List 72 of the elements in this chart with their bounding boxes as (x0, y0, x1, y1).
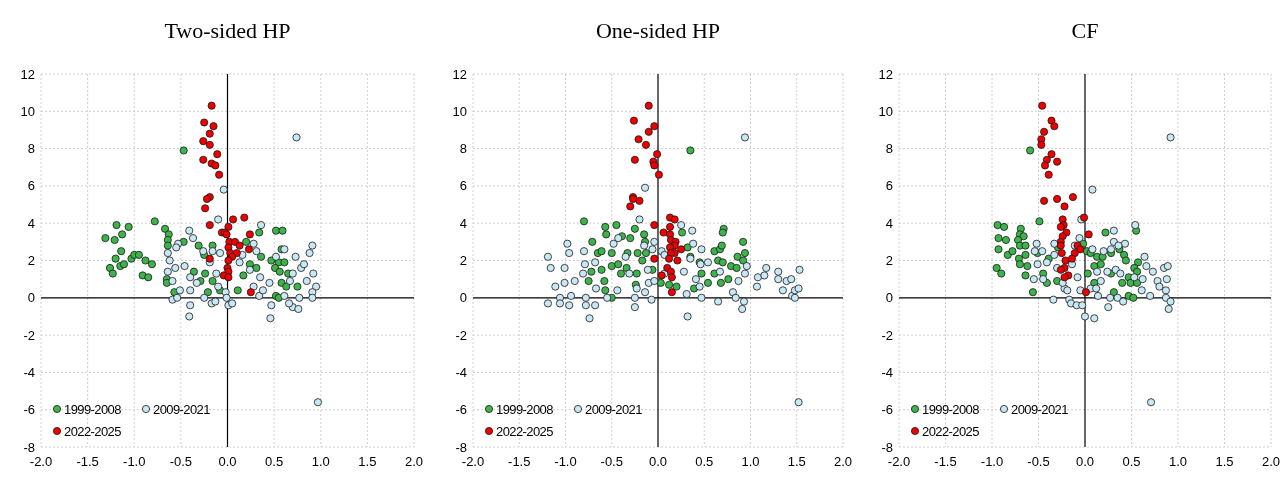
y-tick-label: -8 (455, 439, 467, 455)
y-tick-label: 12 (20, 66, 35, 82)
x-tick-label: -0.5 (169, 454, 193, 469)
x-tick-label: -2.0 (461, 454, 485, 469)
y-tick-label: 6 (885, 178, 893, 194)
x-tick-label: 1.0 (311, 454, 330, 469)
x-tick-label: 2.0 (1261, 454, 1281, 469)
legend-label: 1999-2008 (496, 401, 554, 417)
x-tick-label: 0.5 (695, 454, 714, 469)
x-tick-label: 1.5 (1215, 454, 1234, 469)
y-tick-label: -4 (23, 364, 35, 380)
y-tick-label: 0 (459, 290, 467, 306)
x-tick-label: 1.5 (787, 454, 806, 469)
y-tick-label: -2 (881, 327, 893, 343)
x-tick-label: 1.0 (1168, 454, 1188, 469)
y-tick-label: 4 (459, 215, 467, 231)
x-tick-label: -1.5 (934, 454, 957, 469)
y-tick-label: 8 (885, 141, 893, 157)
y-tick-label: 6 (27, 178, 35, 194)
y-tick-label: 4 (885, 215, 893, 231)
y-tick-label: -4 (881, 364, 893, 380)
x-tick-label: 0.5 (265, 454, 284, 469)
x-tick-label: 0.0 (1075, 454, 1095, 469)
chart-title: One-sided HP (595, 18, 721, 43)
y-tick-label: -2 (455, 327, 467, 343)
legend-label: 2022-2025 (922, 423, 980, 439)
x-tick-label: -1.0 (123, 454, 146, 469)
x-tick-label: -1.5 (508, 454, 531, 469)
y-tick-label: -6 (455, 402, 467, 418)
x-tick-label: -2.0 (887, 454, 911, 469)
y-tick-label: 2 (459, 253, 467, 269)
x-tick-label: 1.0 (741, 454, 760, 469)
y-tick-label: -4 (455, 364, 467, 380)
x-tick-label: -1.0 (980, 454, 1004, 469)
y-tick-label: -6 (23, 402, 35, 418)
y-tick-label: 2 (27, 253, 35, 269)
y-tick-label: 4 (27, 215, 35, 231)
y-tick-label: 8 (459, 141, 467, 157)
x-tick-label: -0.5 (600, 454, 623, 469)
chart-title: CF (1071, 18, 1099, 43)
x-tick-label: 2.0 (833, 454, 853, 469)
x-tick-label: 0.5 (1122, 454, 1141, 469)
y-tick-label: 10 (452, 103, 467, 119)
y-tick-label: -6 (881, 402, 893, 418)
y-tick-label: -8 (23, 439, 35, 455)
chart-title: Two-sided HP (164, 18, 291, 43)
y-tick-label: 6 (459, 178, 467, 194)
y-tick-label: 12 (452, 66, 467, 82)
x-tick-label: -0.5 (1027, 454, 1050, 469)
x-tick-label: 2.0 (404, 454, 424, 469)
x-tick-label: -1.0 (554, 454, 577, 469)
legend-label: 2022-2025 (496, 423, 554, 439)
y-tick-label: 10 (878, 103, 893, 119)
x-tick-label: 1.5 (358, 454, 377, 469)
x-tick-label: 0.0 (218, 454, 237, 469)
y-tick-label: 12 (878, 66, 893, 82)
y-tick-label: -2 (23, 327, 35, 343)
x-tick-label: -1.5 (76, 454, 99, 469)
y-tick-label: 0 (27, 290, 35, 306)
legend-label: 2022-2025 (64, 423, 122, 439)
legend-label: 2009-2021 (1011, 401, 1069, 417)
x-tick-label: -2.0 (29, 454, 53, 469)
y-tick-label: -8 (881, 439, 893, 455)
legend-label: 2009-2021 (585, 401, 643, 417)
y-tick-label: 10 (20, 103, 35, 119)
y-tick-label: 0 (885, 290, 893, 306)
y-tick-label: 8 (27, 141, 35, 157)
y-tick-label: 2 (885, 253, 893, 269)
legend-label: 2009-2021 (153, 401, 211, 417)
legend-label: 1999-2008 (922, 401, 980, 417)
legend-label: 1999-2008 (64, 401, 122, 417)
x-tick-label: 0.0 (648, 454, 668, 469)
